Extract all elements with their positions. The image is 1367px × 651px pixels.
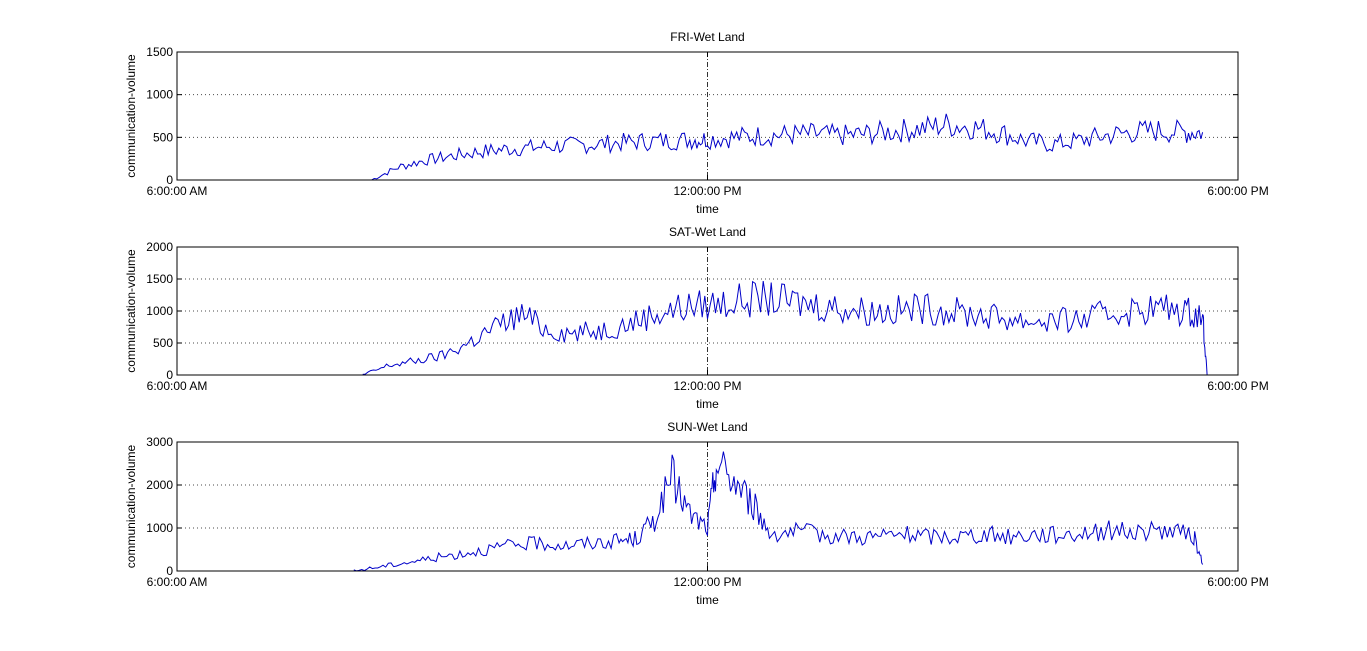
y-tick-label: 1000 xyxy=(146,304,173,318)
y-axis-label: communication-volume xyxy=(124,54,138,178)
chart-panel-1: 0 500 1000 1500 6:00:00 AM 12:00:00 PM 6:00:00… xyxy=(124,30,1269,216)
x-axis-label: time xyxy=(696,202,719,216)
y-tick-label: 1500 xyxy=(146,45,173,59)
y-tick-label: 500 xyxy=(153,336,173,350)
x-tick-label: 6:00:00 AM xyxy=(147,575,208,589)
chart-title: SAT-Wet Land xyxy=(669,225,746,239)
chart-panel-2: 0 500 1000 1500 2000 6:00:00 AM 12:00:00 PM 6:0… xyxy=(124,225,1269,411)
y-tick-label: 0 xyxy=(166,173,173,187)
y-axis-label: communication-volume xyxy=(124,444,138,568)
x-tick-label: 6:00:00 PM xyxy=(1207,379,1268,393)
y-tick-label: 0 xyxy=(166,564,173,578)
y-tick-label: 3000 xyxy=(146,435,173,449)
axes-frame xyxy=(176,246,1239,376)
series-line xyxy=(353,451,1204,572)
series-line xyxy=(362,280,1208,376)
x-tick-label: 6:00:00 AM xyxy=(147,379,208,393)
y-tick-label: 500 xyxy=(153,130,173,144)
y-tick-label: 2000 xyxy=(146,240,173,254)
x-tick-label: 6:00:00 PM xyxy=(1207,575,1268,589)
y-tick-label: 0 xyxy=(166,368,173,382)
x-tick-label: 12:00:00 PM xyxy=(673,379,741,393)
chart-title: SUN-Wet Land xyxy=(667,420,747,434)
axes-frame xyxy=(176,441,1239,572)
chart-title: FRI-Wet Land xyxy=(670,30,744,44)
y-tick-label: 1000 xyxy=(146,521,173,535)
series-line xyxy=(371,113,1204,181)
x-tick-label: 6:00:00 AM xyxy=(147,184,208,198)
y-tick-label: 2000 xyxy=(146,478,173,492)
axes-frame xyxy=(176,51,1239,181)
y-axis-label: communication-volume xyxy=(124,249,138,373)
x-tick-label: 12:00:00 PM xyxy=(673,575,741,589)
chart-panel-3: 0 1000 2000 3000 6:00:00 AM 12:00:00 PM 6:00:0… xyxy=(124,420,1269,607)
x-tick-label: 12:00:00 PM xyxy=(673,184,741,198)
x-axis-label: time xyxy=(696,593,719,607)
y-tick-label: 1500 xyxy=(146,272,173,286)
x-tick-label: 6:00:00 PM xyxy=(1207,184,1268,198)
x-axis-label: time xyxy=(696,397,719,411)
y-tick-label: 1000 xyxy=(146,88,173,102)
